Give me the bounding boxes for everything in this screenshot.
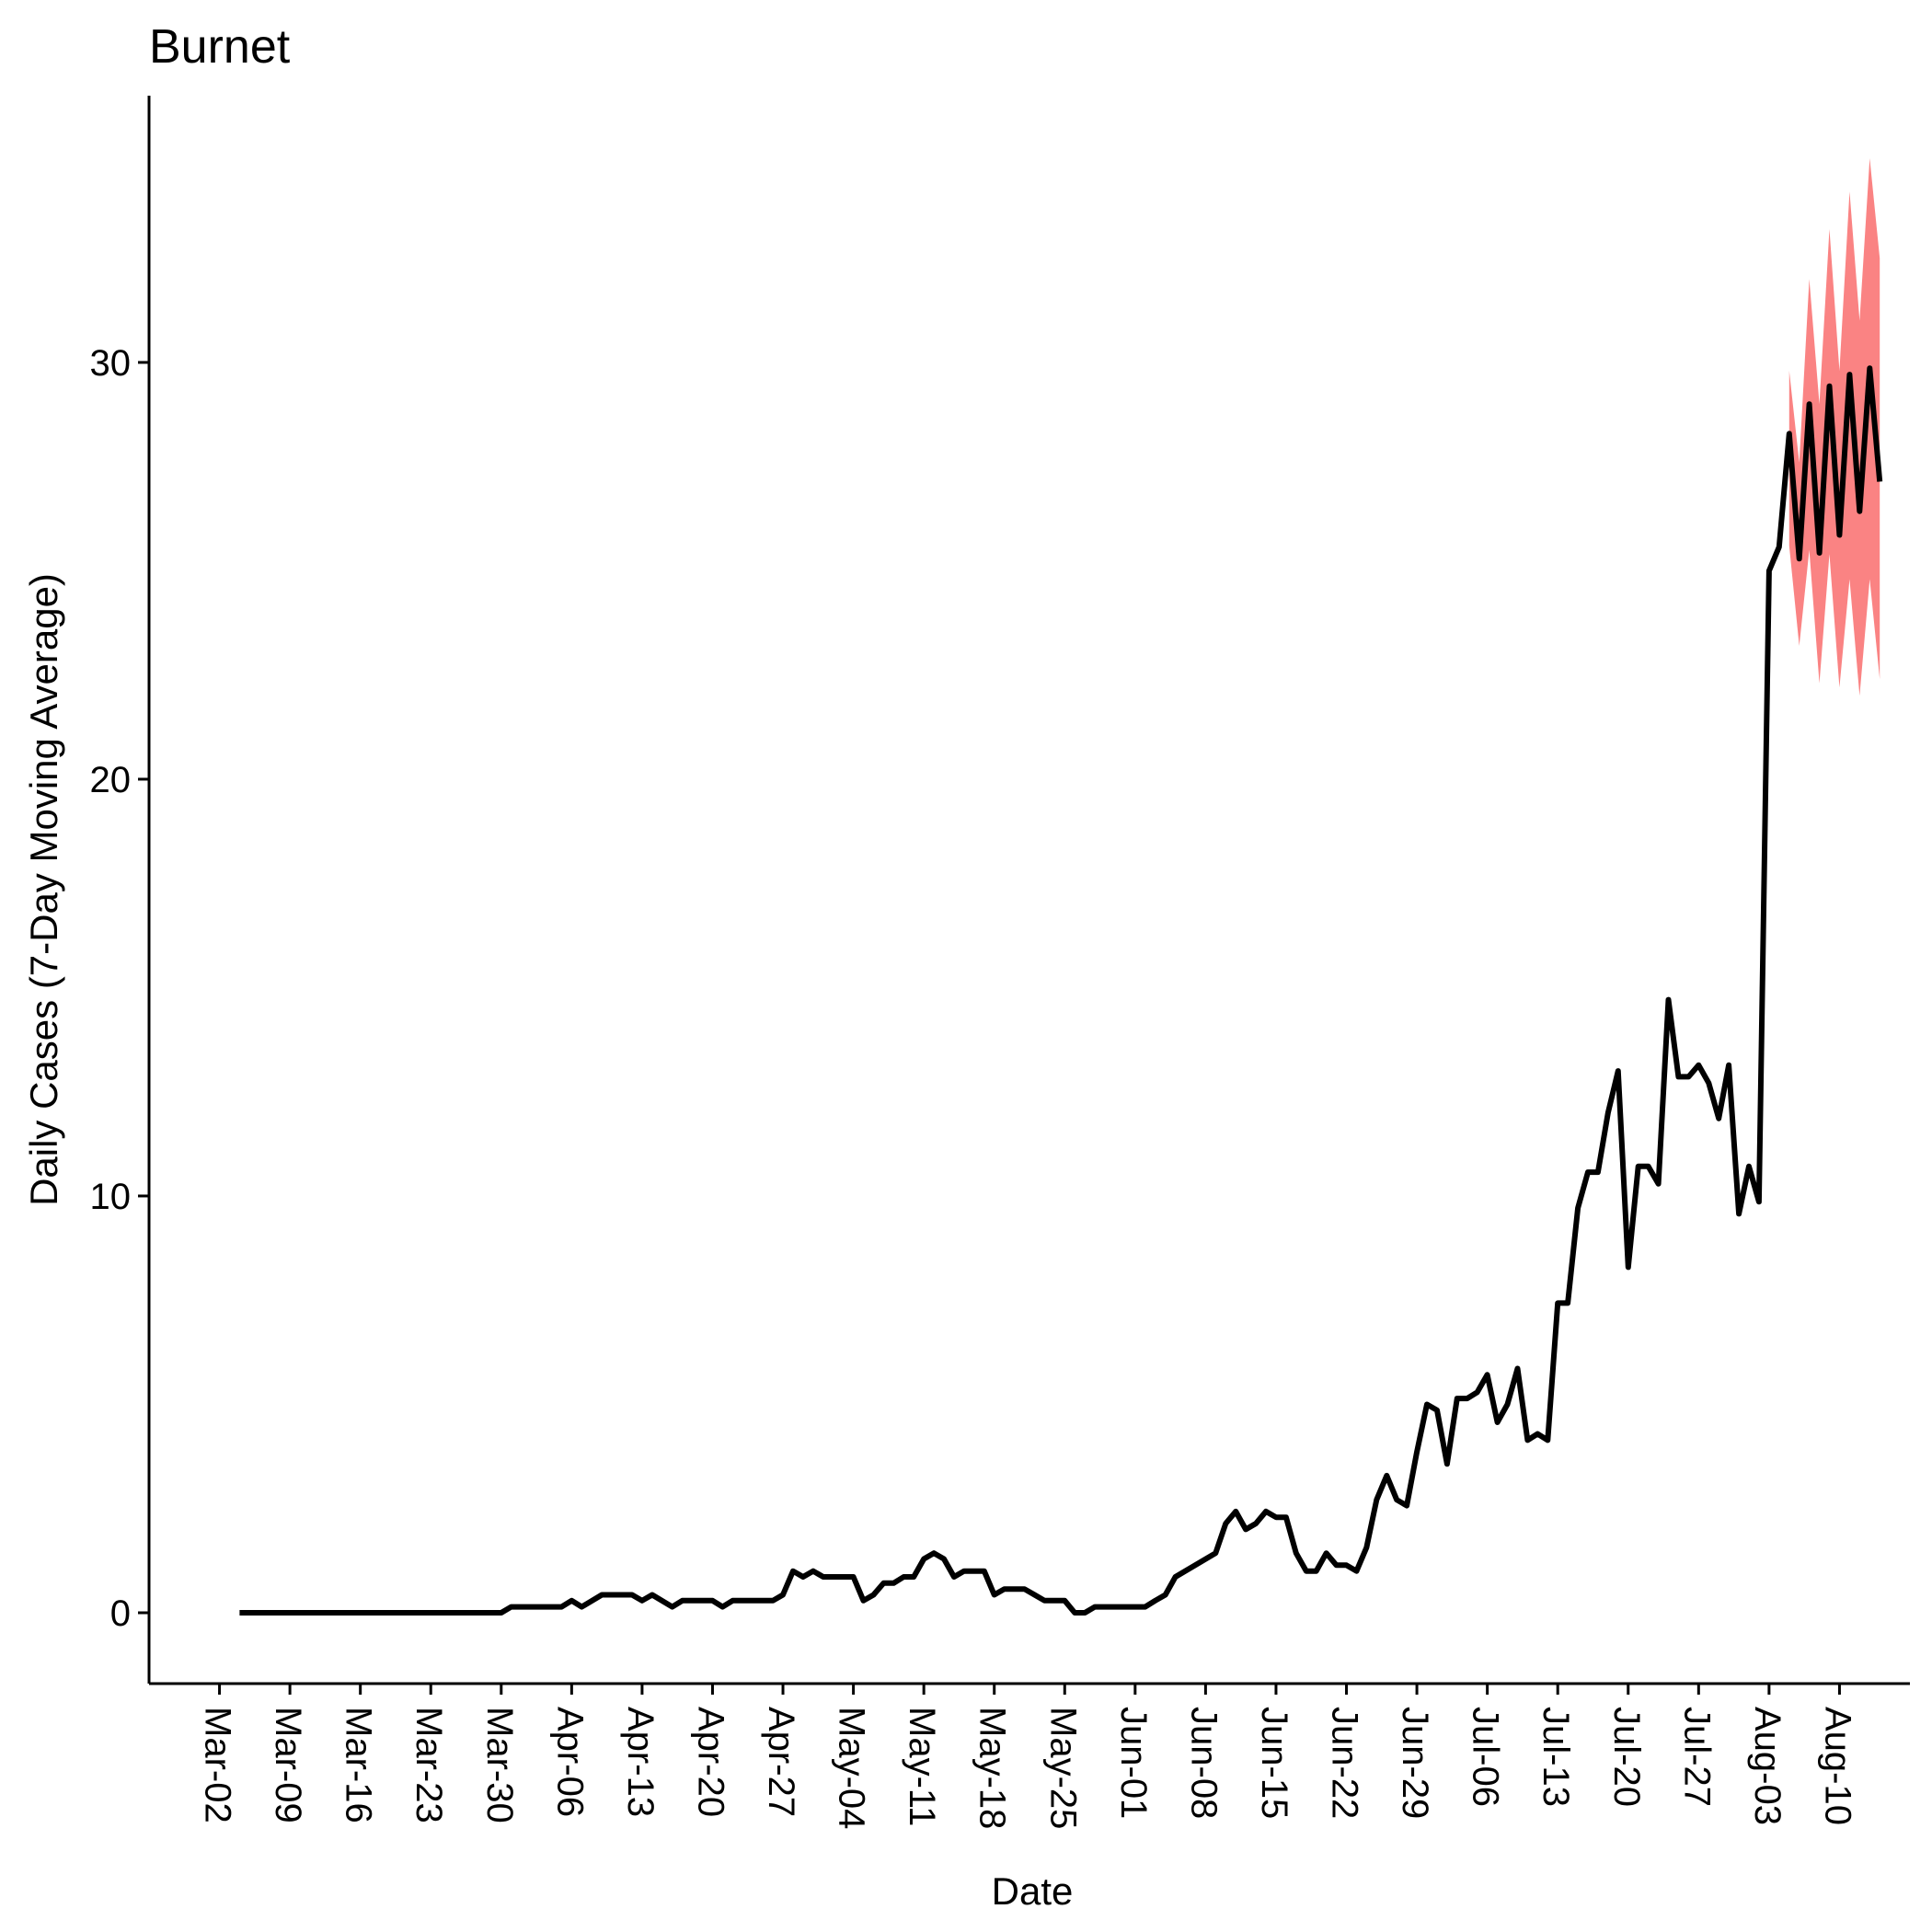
x-tick-label: Apr-27: [761, 1707, 801, 1817]
y-axis-title: Daily Cases (7-Day Moving Average): [22, 573, 65, 1206]
x-tick-label: May-11: [902, 1707, 942, 1826]
x-tick-label: May-04: [832, 1707, 872, 1829]
x-axis-ticks: Mar-02 Mar-09 Mar-16 Mar-23 Mar-30 Apr-06 Apr-…: [198, 1684, 1857, 1829]
x-tick-label: May-18: [972, 1707, 1013, 1829]
x-tick-label: Jun-01: [1113, 1707, 1154, 1819]
x-tick-label: Mar-23: [408, 1707, 449, 1823]
x-tick-label: Jun-22: [1325, 1707, 1365, 1819]
y-axis-ticks: 0 10 20 30: [90, 343, 149, 1634]
y-tick-label: 10: [90, 1177, 132, 1217]
x-tick-label: Aug-10: [1817, 1707, 1857, 1825]
y-tick-label: 0: [110, 1593, 131, 1634]
x-tick-label: Jul-13: [1535, 1707, 1576, 1807]
x-axis-title: Date: [992, 1869, 1074, 1913]
x-tick-label: Jul-27: [1676, 1707, 1717, 1807]
series-line-layer: [239, 365, 1883, 1616]
x-tick-label: Jun-15: [1254, 1707, 1294, 1819]
x-tick-label: Jun-29: [1395, 1707, 1435, 1819]
x-tick-label: Mar-02: [198, 1707, 238, 1823]
x-tick-label: Apr-06: [549, 1707, 590, 1817]
x-tick-label: Jul-06: [1466, 1707, 1506, 1807]
x-tick-label: Mar-09: [268, 1707, 308, 1823]
x-tick-label: Mar-30: [479, 1707, 520, 1823]
y-tick-label: 30: [90, 343, 132, 384]
x-tick-label: Mar-16: [339, 1707, 379, 1823]
x-tick-label: Apr-20: [691, 1707, 731, 1817]
y-tick-label: 20: [90, 760, 132, 800]
chart-title: Burnet: [149, 20, 291, 74]
x-tick-label: Jul-20: [1606, 1707, 1647, 1807]
x-tick-label: Jun-08: [1183, 1707, 1224, 1819]
x-tick-label: Aug-03: [1747, 1707, 1788, 1825]
x-tick-label: Apr-13: [620, 1707, 661, 1817]
series-line-daily-cases: [239, 365, 1883, 1616]
x-tick-label: May-25: [1042, 1707, 1083, 1829]
